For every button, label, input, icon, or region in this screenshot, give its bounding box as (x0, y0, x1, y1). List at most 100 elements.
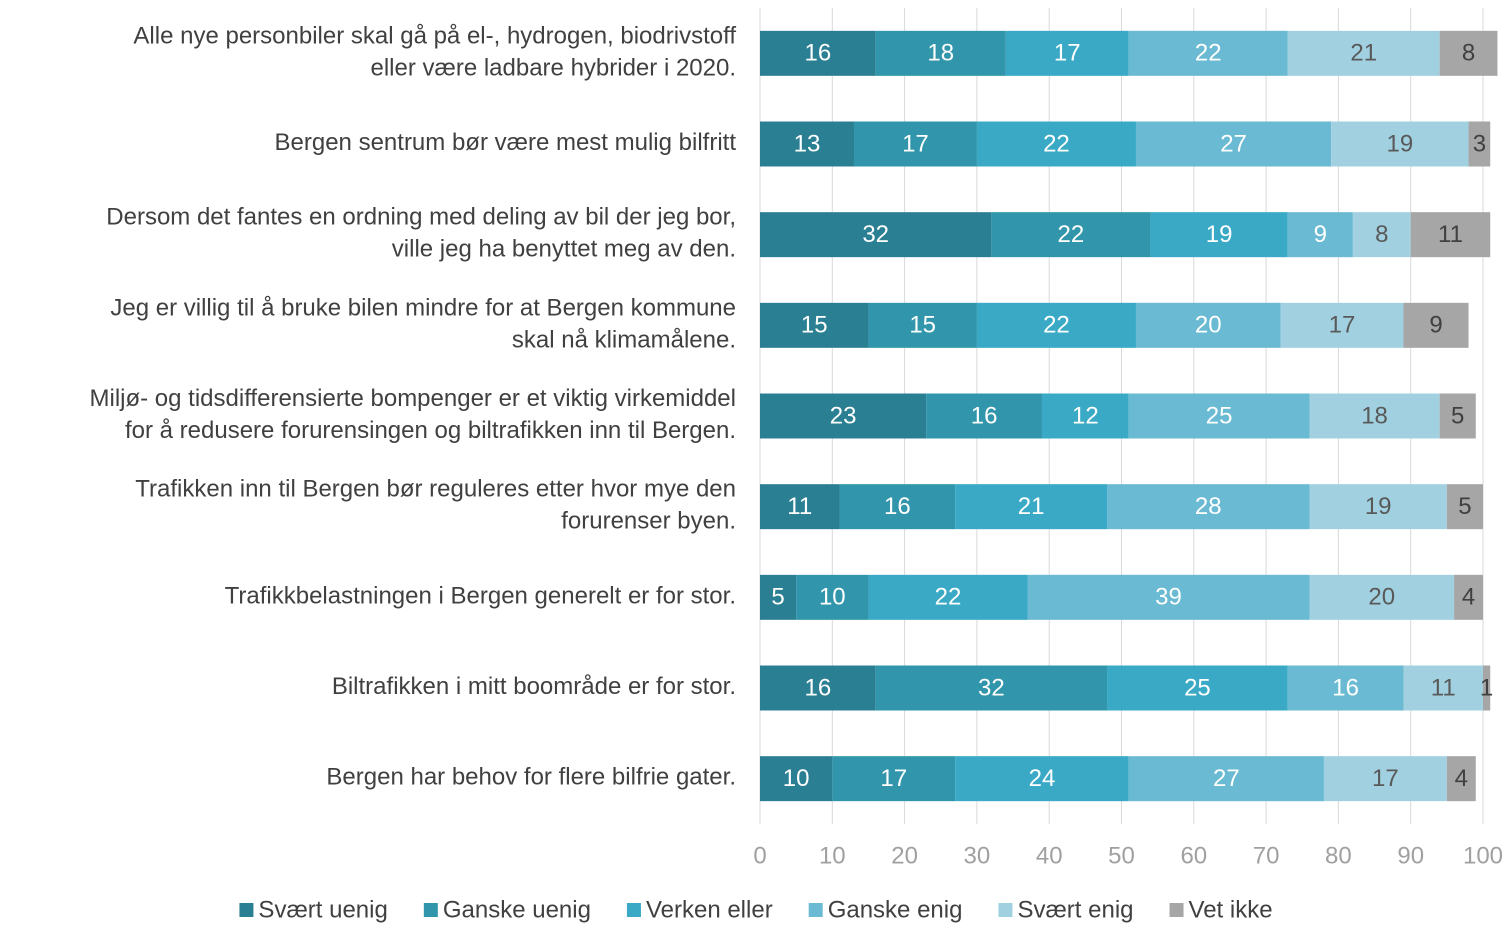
data-label: 17 (902, 130, 929, 157)
data-label: 13 (794, 130, 821, 157)
bar-segment (955, 756, 1129, 802)
category-label: Biltrafikken i mitt boområde er for stor… (332, 673, 736, 700)
data-label: 5 (771, 584, 784, 611)
bar-segment (976, 302, 1136, 348)
legend-swatch (1169, 903, 1184, 917)
data-label: 22 (1058, 221, 1085, 248)
data-label: 32 (978, 674, 1005, 701)
data-label: 10 (783, 765, 810, 792)
bar-segment (760, 393, 927, 439)
bar-segment (955, 484, 1108, 530)
data-label: 16 (971, 402, 998, 429)
data-label: 22 (1043, 130, 1070, 157)
legend-swatch (998, 903, 1013, 917)
category-label: Jeg er villig til å bruke bilen mindre f… (110, 295, 736, 354)
category-label: Bergen sentrum bør være mest mulig bilfr… (275, 129, 737, 156)
data-label: 9 (1314, 221, 1327, 248)
bar-segment (868, 302, 977, 348)
data-label: 22 (1043, 312, 1070, 339)
data-label: 28 (1195, 493, 1222, 520)
legend-label: Svært uenig (258, 896, 387, 923)
bar-segment (760, 665, 876, 711)
bar-segment (1041, 393, 1129, 439)
bar-segment (832, 756, 956, 802)
x-tick-label: 10 (819, 842, 846, 869)
data-label: 9 (1429, 312, 1442, 339)
data-label: 23 (830, 402, 857, 429)
bar-segment (991, 212, 1151, 258)
bar-segment (1323, 756, 1447, 802)
data-label: 22 (1195, 40, 1222, 67)
legend-swatch (239, 903, 254, 917)
x-tick-label: 60 (1180, 842, 1207, 869)
bar-segment (760, 302, 869, 348)
x-tick-label: 50 (1108, 842, 1135, 869)
data-label: 21 (1350, 40, 1377, 67)
bar-segment (1309, 574, 1455, 620)
bar-segment (1287, 212, 1353, 258)
bar-segment (875, 30, 1006, 76)
data-label: 32 (862, 221, 889, 248)
data-label: 5 (1451, 402, 1464, 429)
data-label: 21 (1018, 493, 1045, 520)
data-label: 27 (1220, 130, 1247, 157)
bar-segment (1446, 484, 1483, 530)
data-label: 19 (1206, 221, 1233, 248)
category-label: Dersom det fantes en ordning med deling … (106, 204, 736, 263)
data-label: 16 (884, 493, 911, 520)
bar-segment (760, 756, 833, 802)
data-label: 18 (927, 40, 954, 67)
category-label: Trafikkbelastningen i Bergen generelt er… (225, 583, 736, 610)
data-label: 17 (1054, 40, 1081, 67)
bar-segment (1107, 484, 1310, 530)
bar-segment (868, 574, 1028, 620)
legend-label: Verken eller (646, 896, 773, 923)
category-label: Trafikken inn til Bergen bør reguleres e… (135, 476, 736, 535)
data-label: 15 (909, 312, 936, 339)
x-tick-label: 30 (964, 842, 991, 869)
legend-swatch (808, 903, 823, 917)
legend-label: Vet ikke (1189, 896, 1273, 923)
x-tick-label: 70 (1253, 842, 1280, 869)
bar-segment (1287, 30, 1440, 76)
bar-segment (1128, 30, 1288, 76)
bar-segment (760, 212, 992, 258)
bar-segment (760, 484, 840, 530)
bar-segment (1454, 574, 1483, 620)
bar-segment (1403, 302, 1469, 348)
data-label: 16 (1332, 674, 1359, 701)
data-label: 4 (1455, 765, 1468, 792)
data-label: 15 (801, 312, 828, 339)
bar-segment (1439, 393, 1476, 439)
bar-segment (1128, 393, 1310, 439)
data-label: 1 (1480, 674, 1493, 701)
data-label: 4 (1462, 584, 1475, 611)
bar-segment (1403, 665, 1483, 711)
data-label: 16 (804, 674, 831, 701)
bar-segment (1309, 393, 1440, 439)
data-label: 39 (1155, 584, 1182, 611)
bar-segment (1150, 212, 1288, 258)
data-label: 19 (1387, 130, 1414, 157)
category-label: Miljø- og tidsdifferensierte bompenger e… (90, 385, 737, 444)
legend-label: Ganske uenig (443, 896, 591, 923)
bar-segment (1410, 212, 1491, 258)
data-label: 27 (1213, 765, 1240, 792)
bar-segment (976, 121, 1136, 167)
data-label: 22 (935, 584, 962, 611)
bar-segment (926, 393, 1042, 439)
bar-segment (1483, 665, 1491, 711)
x-tick-label: 40 (1036, 842, 1063, 869)
category-label: Alle nye personbiler skal gå på el-, hyd… (133, 23, 736, 82)
data-label: 8 (1375, 221, 1388, 248)
x-tick-label: 20 (891, 842, 918, 869)
x-tick-label: 80 (1325, 842, 1352, 869)
bar-segment (1352, 212, 1411, 258)
bar-segment (853, 121, 977, 167)
data-label: 11 (787, 493, 812, 520)
x-tick-label: 90 (1397, 842, 1424, 869)
category-label: Bergen har behov for flere bilfrie gater… (326, 764, 736, 791)
bar-segment (796, 574, 869, 620)
legend-label: Svært enig (1017, 896, 1133, 923)
